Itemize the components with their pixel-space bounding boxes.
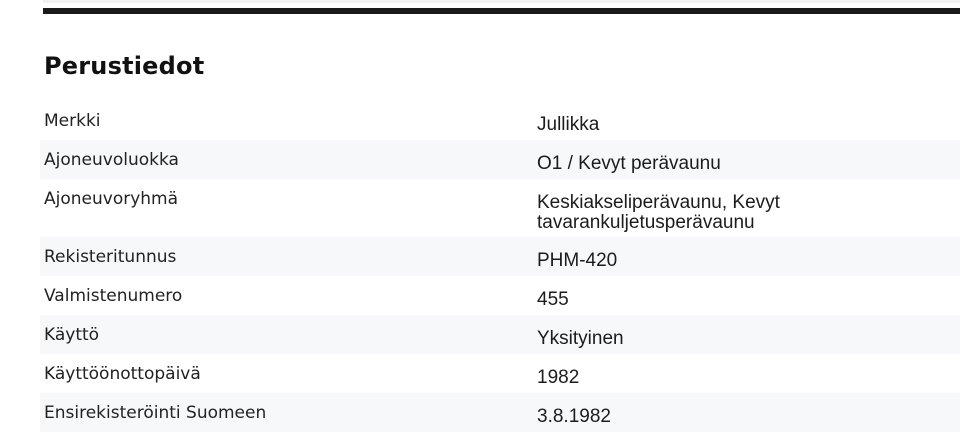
field-label: Käyttöönottopäivä <box>44 364 201 384</box>
table-row: Ajoneuvoluokka O1 / Kevyt perävaunu <box>40 140 960 179</box>
field-value: O1 / Kevyt perävaunu <box>537 153 721 174</box>
page-title: Perustiedot <box>44 52 205 80</box>
field-label: Ajoneuvoluokka <box>44 150 179 170</box>
field-value: Keskiakseliperävaunu, Kevyt tavarankulje… <box>537 192 780 233</box>
field-label: Ajoneuvoryhmä <box>44 189 179 209</box>
field-label: Ensirekisteröinti Suomeen <box>44 403 267 423</box>
field-value: 3.8.1982 <box>537 406 611 427</box>
field-value: 1982 <box>537 367 580 388</box>
field-label: Käyttö <box>44 325 100 345</box>
field-value: PHM-420 <box>537 250 618 271</box>
table-row: Ajoneuvoryhmä Keskiakseliperävaunu, Kevy… <box>40 179 960 237</box>
field-label: Rekisteritunnus <box>44 247 177 267</box>
table-row: Rekisteritunnus PHM-420 <box>40 237 960 276</box>
field-value: Yksityinen <box>537 328 624 349</box>
table-row: Ensirekisteröinti Suomeen 3.8.1982 <box>40 393 960 432</box>
table-row: Käyttöönottopäivä 1982 <box>40 354 960 393</box>
top-divider-bar <box>43 8 960 14</box>
table-row: Käyttö Yksityinen <box>40 315 960 354</box>
table-row: Merkki Jullikka <box>40 101 960 140</box>
top-hairline <box>43 0 960 3</box>
field-label: Merkki <box>44 111 101 131</box>
table-row: Valmistenumero 455 <box>40 276 960 315</box>
field-label: Valmistenumero <box>44 286 183 306</box>
field-value: 455 <box>537 289 569 310</box>
field-value: Jullikka <box>537 114 600 135</box>
basic-info-table: Merkki Jullikka Ajoneuvoluokka O1 / Kevy… <box>40 101 960 432</box>
